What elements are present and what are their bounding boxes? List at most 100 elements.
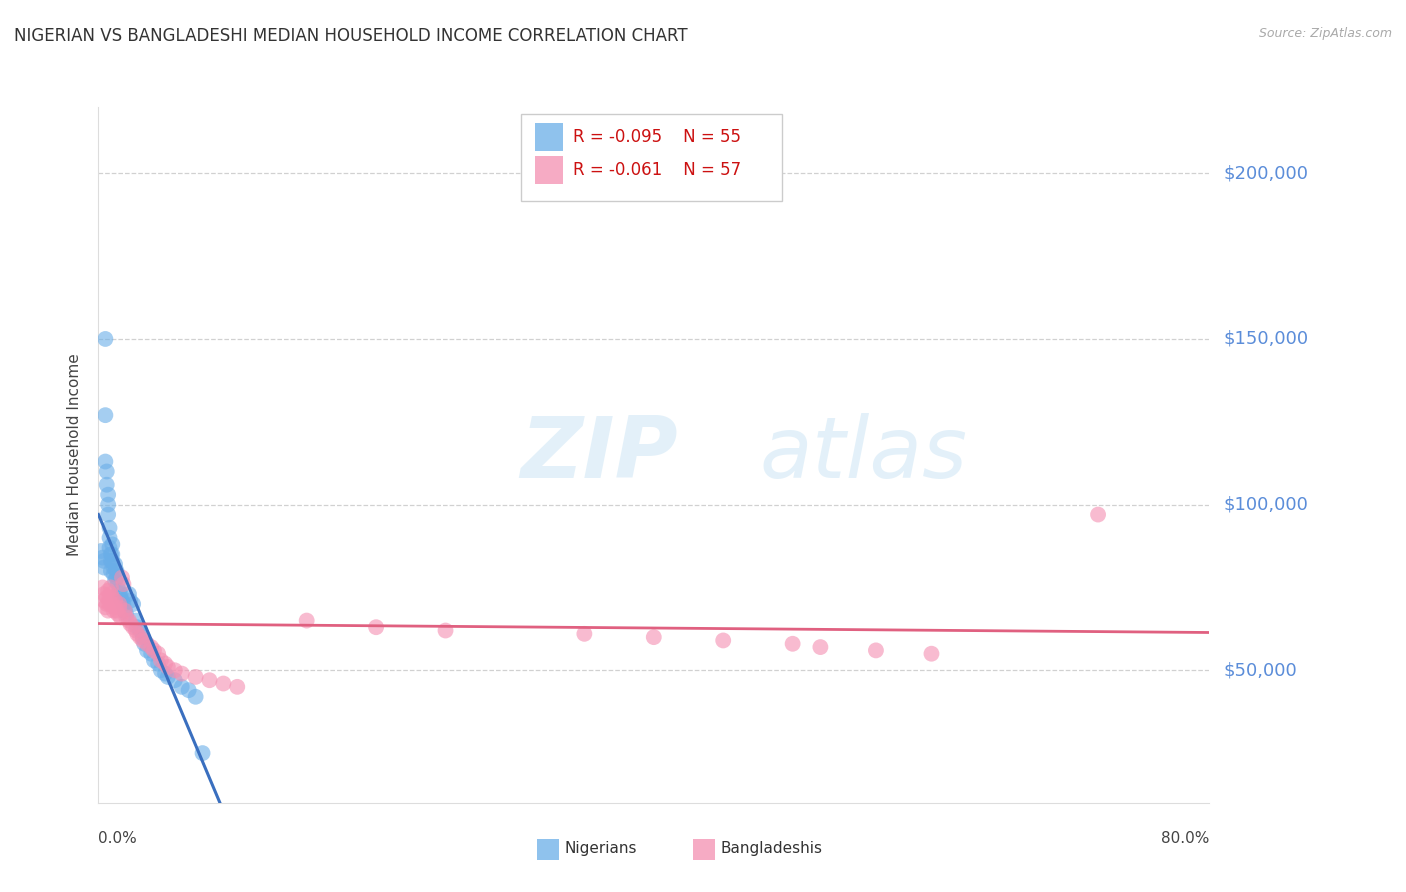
Point (191, 746, 214, 760)
Point (146, 657, 169, 671)
Point (782, 637, 804, 651)
Point (111, 570, 134, 584)
Point (920, 647, 942, 661)
Point (118, 614, 141, 628)
Point (136, 643, 159, 657)
Point (96, 465, 118, 479)
Text: Bangladeshis: Bangladeshis (720, 841, 823, 856)
Point (170, 680, 193, 694)
Point (94, 408, 117, 422)
Point (132, 633, 155, 648)
Point (711, 633, 734, 648)
Point (122, 620, 145, 634)
FancyBboxPatch shape (520, 114, 782, 201)
Point (97, 498, 120, 512)
Point (163, 673, 186, 688)
Point (118, 587, 141, 601)
Point (103, 560, 125, 574)
Point (98, 597, 121, 611)
Point (93, 554, 115, 568)
Point (108, 597, 131, 611)
Point (153, 666, 176, 681)
Point (103, 604, 125, 618)
Point (94, 454, 117, 468)
Point (115, 610, 138, 624)
Point (93, 560, 115, 574)
Y-axis label: Median Household Income: Median Household Income (67, 353, 83, 557)
Point (100, 587, 122, 601)
Point (125, 614, 148, 628)
Point (212, 676, 235, 690)
Point (91, 581, 114, 595)
FancyBboxPatch shape (534, 123, 562, 151)
Point (97, 508, 120, 522)
Point (156, 660, 179, 674)
Point (98, 541, 121, 555)
Text: R = -0.095    N = 55: R = -0.095 N = 55 (572, 128, 741, 146)
Point (643, 630, 665, 644)
Point (132, 630, 155, 644)
FancyBboxPatch shape (537, 839, 560, 860)
Point (114, 604, 136, 618)
Point (153, 657, 176, 671)
Text: $200,000: $200,000 (1223, 164, 1308, 182)
Point (112, 577, 135, 591)
Point (574, 627, 596, 641)
Point (97, 583, 120, 598)
Point (96, 477, 118, 491)
Point (91, 550, 114, 565)
Point (98, 521, 121, 535)
Point (107, 607, 129, 621)
Point (93, 587, 115, 601)
Point (100, 547, 122, 561)
Point (105, 564, 128, 578)
Point (105, 604, 128, 618)
Point (170, 666, 193, 681)
Point (149, 663, 172, 677)
Point (114, 604, 136, 618)
Text: atlas: atlas (759, 413, 967, 497)
Point (125, 624, 148, 638)
Text: Source: ZipAtlas.com: Source: ZipAtlas.com (1258, 27, 1392, 40)
Point (163, 663, 186, 677)
Point (156, 670, 179, 684)
Point (101, 597, 124, 611)
Point (141, 640, 163, 654)
Text: $100,000: $100,000 (1223, 496, 1308, 514)
Point (104, 574, 127, 588)
Point (107, 577, 129, 591)
Point (120, 616, 142, 631)
Point (97, 488, 120, 502)
Text: Nigerians: Nigerians (565, 841, 637, 856)
Point (100, 581, 122, 595)
Point (127, 627, 149, 641)
Point (366, 620, 388, 634)
Point (110, 610, 132, 624)
Point (104, 558, 127, 572)
Point (110, 591, 132, 605)
Point (434, 624, 457, 638)
Point (101, 547, 124, 561)
Point (96, 591, 118, 605)
FancyBboxPatch shape (693, 839, 714, 860)
Point (115, 607, 138, 621)
FancyBboxPatch shape (534, 156, 562, 185)
Point (136, 637, 159, 651)
Point (112, 597, 135, 611)
Point (110, 587, 132, 601)
Point (101, 537, 124, 551)
Point (122, 597, 145, 611)
Point (108, 600, 131, 615)
Point (94, 332, 117, 346)
Point (295, 614, 318, 628)
Text: $150,000: $150,000 (1223, 330, 1308, 348)
Point (94, 600, 117, 615)
Text: 80.0%: 80.0% (1161, 830, 1209, 846)
Text: R = -0.061    N = 57: R = -0.061 N = 57 (572, 161, 741, 179)
Point (149, 653, 172, 667)
Point (127, 620, 149, 634)
Point (184, 670, 207, 684)
Point (97, 604, 120, 618)
Text: ZIP: ZIP (520, 413, 678, 497)
Point (104, 600, 127, 615)
